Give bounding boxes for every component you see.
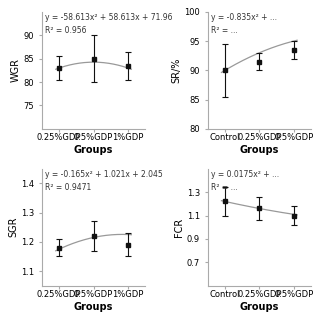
- X-axis label: Groups: Groups: [74, 145, 113, 155]
- Text: R² = ...: R² = ...: [211, 183, 237, 192]
- X-axis label: Groups: Groups: [74, 302, 113, 312]
- Text: R² = 0.9471: R² = 0.9471: [45, 183, 91, 192]
- Y-axis label: SR/%: SR/%: [172, 58, 181, 83]
- X-axis label: Groups: Groups: [240, 302, 279, 312]
- X-axis label: Groups: Groups: [240, 145, 279, 155]
- Text: R² = ...: R² = ...: [211, 26, 237, 35]
- Text: y = -0.835x² + ...: y = -0.835x² + ...: [211, 13, 277, 22]
- Y-axis label: WGR: WGR: [11, 58, 21, 82]
- Text: y = -58.613x² + 58.613x + 71.96: y = -58.613x² + 58.613x + 71.96: [45, 13, 172, 22]
- Text: y = -0.165x² + 1.021x + 2.045: y = -0.165x² + 1.021x + 2.045: [45, 170, 163, 179]
- Y-axis label: FCR: FCR: [174, 218, 184, 237]
- Y-axis label: SGR: SGR: [8, 217, 18, 237]
- Text: y = 0.0175x² + ...: y = 0.0175x² + ...: [211, 170, 279, 179]
- Text: R² = 0.956: R² = 0.956: [45, 26, 87, 35]
